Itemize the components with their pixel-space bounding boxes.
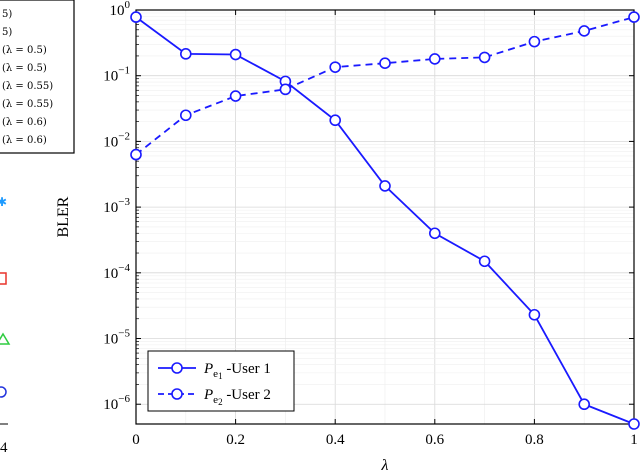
legend-label-1: Pe1 -User 1 [203,361,271,381]
legend-marker-2 [171,388,183,400]
y-tick-label: 10−5 [103,328,130,348]
chart-legend: Pe1 -User 1 Pe2 -User 2 [147,350,295,412]
left-legend-entry: (λ = 0.6) [2,135,47,146]
x-tick-label: 0.8 [525,432,544,448]
legend-marker-1 [171,362,183,374]
data-point [329,114,342,127]
data-point [578,25,591,37]
data-point [528,35,541,48]
left-legend-entry: (λ = 0.55) [2,99,53,110]
data-point [180,109,192,122]
left-square-marker [0,272,7,285]
series-layer [130,11,640,430]
x-tick-label: 0.2 [226,432,245,448]
x-axis-title: λ [381,457,389,472]
legend-box [147,350,295,412]
left-legend-box [0,0,75,154]
data-point [130,11,142,23]
data-point [628,418,640,430]
left-circle-marker [0,386,7,398]
data-point [229,48,242,61]
x-tick-label: 0.4 [326,432,345,448]
y-tick-label: 10−1 [103,65,130,85]
y-tick-label: 10−3 [103,196,130,216]
y-tick-label: 10−6 [103,393,130,413]
series-2 [130,11,640,161]
data-point [229,90,242,102]
y-tick-label: 10−2 [103,130,130,150]
series-1 [130,11,640,430]
series-line-2 [135,16,635,156]
x-tick-label: 1 [630,432,638,448]
left-triangle-marker [0,332,11,345]
left-legend-entry: 5) [2,27,12,38]
left-legend-entry: (λ = 0.6) [2,117,47,128]
left-star-marker: ✱ [0,195,7,209]
plot-area: 0 0.2 0.4 0.6 0.8 1 100 10−1 10−2 10−3 10−4 10−5 10−… [103,0,640,448]
data-point [428,227,441,240]
data-point [528,308,541,321]
data-point [478,255,491,268]
data-point [279,83,292,96]
left-legend-entry: (λ = 0.5) [2,63,47,74]
y-axis-title: BLER [55,196,72,237]
data-point [379,180,391,192]
data-point [379,57,391,69]
legend-label-2: Pe2 -User 2 [203,387,271,407]
data-point [578,398,591,411]
left-legend-entry: (λ = 0.5) [2,45,47,56]
x-tick-label: 0 [132,432,140,448]
data-point [478,51,491,64]
left-x-tick-label: 4 [0,440,8,456]
data-point [180,48,192,60]
left-figure-fragment: 5) 5) (λ = 0.5) (λ = 0.5) (λ = 0.55) (λ = 0.5… [0,0,75,456]
data-point [428,53,441,65]
data-point [628,11,640,23]
axis-ticks: 0 0.2 0.4 0.6 0.8 1 100 10−1 10−2 10−3 10−4 10−5 10−… [103,0,637,448]
data-point [329,61,342,73]
data-point [130,148,142,161]
left-legend-entry: (λ = 0.55) [2,81,53,92]
x-tick-label: 0.6 [425,432,444,448]
y-tick-label: 10−4 [103,262,130,282]
left-legend-entry: 5) [2,9,12,20]
y-tick-label: 100 [110,0,131,19]
